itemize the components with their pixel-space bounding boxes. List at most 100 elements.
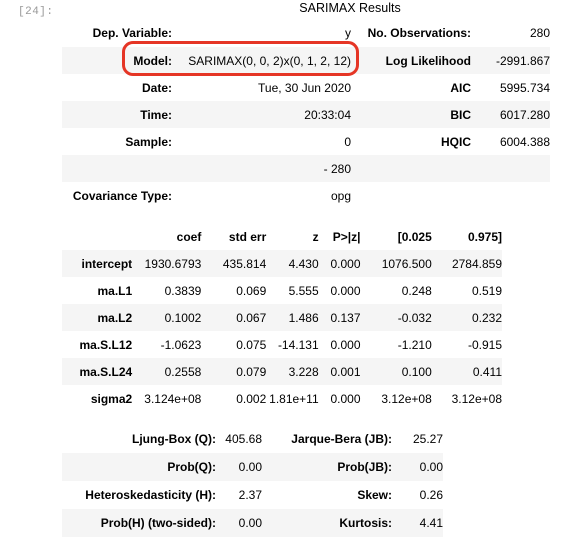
coef-value: 0.067 bbox=[201, 304, 267, 331]
info-row: Sample: 0 HQIC 6004.388 bbox=[62, 128, 550, 155]
info-value: -2991.867 bbox=[471, 47, 550, 74]
coef-row: ma.S.L24 0.2558 0.079 3.228 0.001 0.100 0.411 bbox=[62, 358, 502, 385]
coef-value: 0.248 bbox=[401, 283, 432, 298]
coef-row: ma.S.L12 -1.0623 0.075 -14.131 0.000 -1.210 -0… bbox=[62, 331, 502, 358]
info-value: 280 bbox=[529, 26, 550, 40]
coef-value: -0.032 bbox=[360, 304, 432, 331]
coef-value: 435.814 bbox=[201, 250, 267, 277]
coef-value: 0.000 bbox=[330, 337, 361, 352]
diagnostic-value: 0.26 bbox=[419, 488, 443, 502]
sarimax-summary-output: SARIMAX Results Dep. Variable: y No. Obser… bbox=[62, 0, 550, 537]
diagnostic-value: 2.37 bbox=[238, 488, 262, 502]
diagnostic-row: Prob(Q): 0.00 Prob(JB): 0.00 bbox=[62, 453, 443, 481]
coef-row-label: ma.L2 bbox=[62, 304, 133, 331]
diagnostic-row: Ljung-Box (Q): 405.68 Jarque-Bera (JB): 25.… bbox=[62, 425, 443, 453]
coef-value: 0.000 bbox=[330, 391, 361, 406]
info-label: No. Observations: bbox=[367, 26, 471, 40]
info-label: Model: bbox=[62, 47, 172, 74]
coef-column-header: [0.025 bbox=[397, 229, 432, 244]
diagnostic-value: 0.00 bbox=[392, 453, 443, 481]
info-value: - 280 bbox=[172, 155, 351, 182]
coef-value: 0.075 bbox=[236, 337, 267, 352]
coef-row-label: ma.S.L12 bbox=[79, 337, 133, 352]
diagnostic-value: 405.68 bbox=[225, 432, 262, 446]
diagnostic-value: 25.27 bbox=[412, 432, 443, 446]
info-row: Date: Tue, 30 Jun 2020 AIC 5995.734 bbox=[62, 74, 550, 101]
coef-value: 1076.500 bbox=[360, 250, 432, 277]
info-value: 6017.280 bbox=[471, 101, 550, 128]
info-value: 20:33:04 bbox=[172, 101, 351, 128]
coef-column-header bbox=[62, 223, 132, 250]
info-label: Sample: bbox=[125, 134, 172, 149]
info-label: Covariance Type: bbox=[72, 188, 172, 203]
diagnostic-value: 0.00 bbox=[216, 509, 262, 537]
info-value bbox=[471, 155, 550, 182]
coef-row-label: ma.L1 bbox=[97, 283, 133, 298]
coef-column-header: std err bbox=[228, 229, 267, 244]
info-label bbox=[62, 155, 172, 182]
coefficients-table: coef std err z P>|z| [0.025 0.975] intercept 1… bbox=[62, 223, 502, 412]
diagnostic-label: Prob(Q): bbox=[62, 453, 216, 481]
coef-value: 0.000 bbox=[330, 283, 361, 298]
coef-value: 0.100 bbox=[360, 358, 432, 385]
diagnostics-table: Ljung-Box (Q): 405.68 Jarque-Bera (JB): 25.… bbox=[62, 425, 443, 537]
cell-prompt: [24]: bbox=[18, 6, 54, 18]
diagnostic-row: Heteroskedasticity (H): 2.37 Skew: 0.26 bbox=[62, 481, 443, 509]
diagnostic-label: Prob(H) (two-sided): bbox=[62, 509, 216, 537]
info-value: 6004.388 bbox=[499, 134, 550, 149]
diagnostic-value: 0.00 bbox=[216, 453, 262, 481]
diagnostic-value: 4.41 bbox=[392, 509, 443, 537]
info-label: Dep. Variable: bbox=[92, 26, 172, 40]
coef-value: -14.131 bbox=[277, 337, 319, 352]
coef-value: 3.12e+08 bbox=[451, 391, 502, 406]
coef-value: 3.124e+08 bbox=[144, 391, 202, 406]
info-label: AIC bbox=[450, 80, 471, 95]
coef-value: -1.0623 bbox=[160, 337, 202, 352]
coef-value: 0.137 bbox=[318, 304, 361, 331]
coef-value: -0.915 bbox=[467, 337, 502, 352]
coef-row: ma.L2 0.1002 0.067 1.486 0.137 -0.032 0.232 bbox=[62, 304, 502, 331]
coef-row-label: sigma2 bbox=[90, 391, 133, 406]
summary-title: SARIMAX Results bbox=[299, 1, 401, 15]
info-value: y bbox=[345, 26, 351, 40]
diagnostic-label: Heteroskedasticity (H): bbox=[85, 488, 216, 502]
coef-value: 4.430 bbox=[266, 250, 319, 277]
info-row: Time: 20:33:04 BIC 6017.280 bbox=[62, 101, 550, 128]
info-row: Covariance Type: opg bbox=[62, 182, 550, 209]
coef-row: sigma2 3.124e+08 0.002 1.81e+11 0.000 3.12e+0… bbox=[62, 385, 502, 412]
coef-value: 1.486 bbox=[266, 304, 319, 331]
info-label bbox=[351, 155, 471, 182]
model-info-table: Dep. Variable: y No. Observations: 280 Model… bbox=[62, 19, 550, 209]
info-row: Model: SARIMAX(0, 0, 2)x(0, 1, 2, 12) Log … bbox=[62, 47, 550, 74]
coef-row: ma.L1 0.3839 0.069 5.555 0.000 0.248 0.519 bbox=[62, 277, 503, 304]
diagnostic-row: Prob(H) (two-sided): 0.00 Kurtosis: 4.41 bbox=[62, 509, 443, 537]
info-label: Time: bbox=[62, 101, 172, 128]
coef-value: 1.81e+11 bbox=[269, 391, 319, 406]
coef-value: 5.555 bbox=[288, 283, 319, 298]
info-label: BIC bbox=[351, 101, 471, 128]
coef-value: 0.411 bbox=[431, 358, 502, 385]
info-label bbox=[351, 182, 471, 209]
info-value: Tue, 30 Jun 2020 bbox=[258, 80, 351, 95]
diagnostic-label: Kurtosis: bbox=[262, 509, 392, 537]
coef-value: 0.2558 bbox=[132, 358, 202, 385]
coef-value: 0.232 bbox=[431, 304, 502, 331]
diagnostic-label: Prob(JB): bbox=[262, 453, 392, 481]
info-value: 0 bbox=[344, 134, 351, 149]
coef-column-header: z bbox=[312, 229, 319, 244]
coef-value: 0.079 bbox=[201, 358, 267, 385]
coef-value: 0.1002 bbox=[132, 304, 202, 331]
diagnostic-label: Jarque-Bera (JB): bbox=[291, 432, 392, 446]
diagnostic-label: Ljung-Box (Q): bbox=[132, 432, 216, 446]
info-row: - 280 bbox=[62, 155, 550, 182]
info-label: HQIC bbox=[441, 134, 471, 149]
coef-value: 0.3839 bbox=[164, 283, 202, 298]
coef-value: 0.001 bbox=[318, 358, 361, 385]
coef-value: 0.000 bbox=[318, 250, 361, 277]
coef-column-header: 0.975] bbox=[467, 229, 502, 244]
coef-value: 0.069 bbox=[236, 283, 267, 298]
coef-value: 0.519 bbox=[471, 283, 502, 298]
diagnostic-label: Skew: bbox=[357, 488, 392, 502]
coef-row-label: intercept bbox=[62, 250, 133, 277]
coef-column-header: P>|z| bbox=[332, 229, 361, 244]
